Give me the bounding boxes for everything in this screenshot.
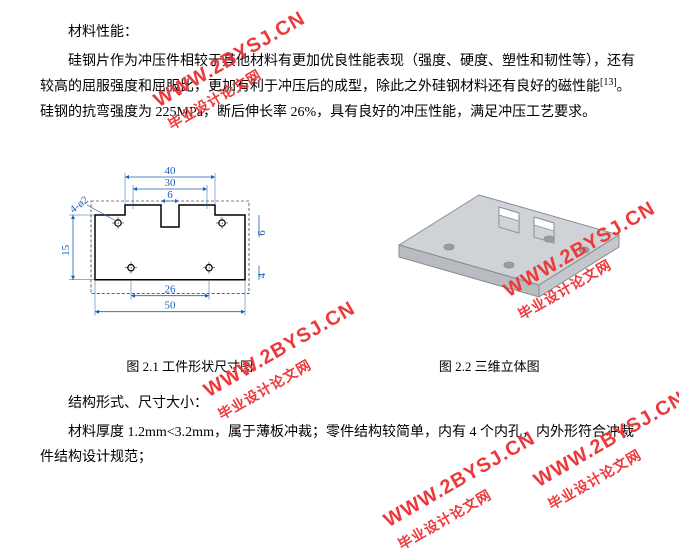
citation-13: [13] [600,77,617,88]
svg-text:4-ø2: 4-ø2 [68,194,91,216]
para-structure-body: 材料厚度 1.2mm<3.2mm，属于薄板冲裁；零件结构较简单，内有 4 个内孔… [40,420,639,470]
svg-text:6: 6 [167,189,173,201]
para-material-label: 材料性能： [40,20,639,45]
figure-2-2 [359,155,639,335]
svg-text:6: 6 [256,230,268,236]
svg-text:40: 40 [165,165,177,177]
caption-row: 图 2.1 工件形状尺寸图 图 2.2 三维立体图 [40,355,639,378]
svg-text:4: 4 [256,273,268,279]
figure-row: 40306265015644-ø2 [40,145,639,345]
svg-text:15: 15 [60,245,72,257]
caption-2-2: 图 2.2 三维立体图 [340,355,640,378]
para2-main: 硅钢片作为冲压件相较于其他材料有更加优良性能表现（强度、硬度、塑性和韧性等），还… [40,54,635,95]
svg-text:30: 30 [165,177,177,189]
svg-text:26: 26 [165,284,177,296]
para-structure-label: 结构形式、尺寸大小： [40,391,639,416]
para-material-body: 硅钢片作为冲压件相较于其他材料有更加优良性能表现（强度、硬度、塑性和韧性等），还… [40,49,639,125]
svg-text:50: 50 [165,300,177,312]
figure-2-1: 40306265015644-ø2 [40,145,300,345]
caption-2-1: 图 2.1 工件形状尺寸图 [40,355,340,378]
